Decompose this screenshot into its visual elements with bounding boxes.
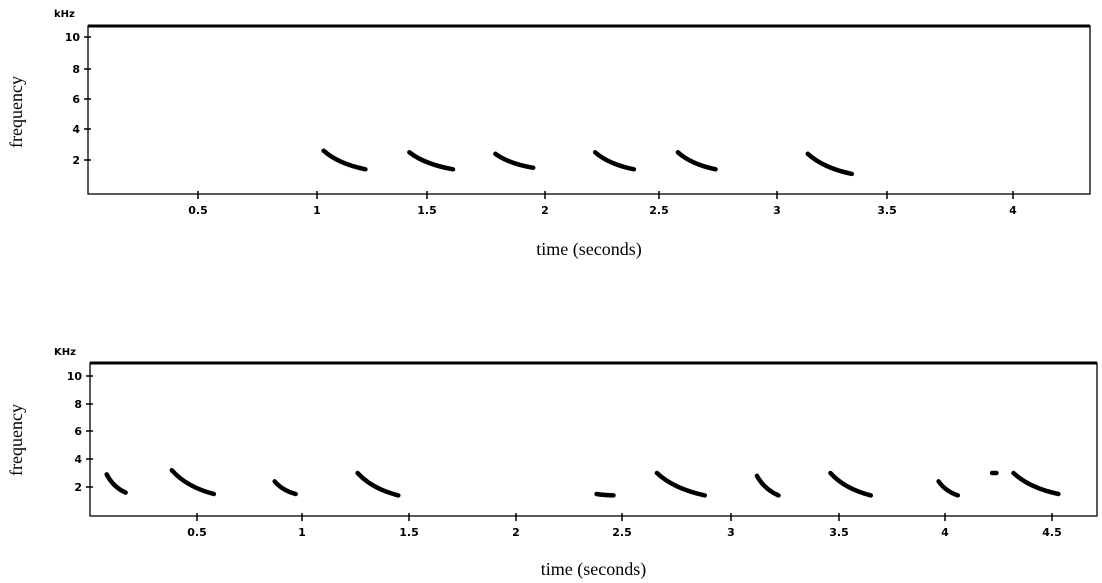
plot-frame	[87, 25, 1091, 195]
x-tick-label: 4.5	[1042, 526, 1062, 539]
song-note	[493, 151, 536, 171]
x-axis-title: time (seconds)	[541, 559, 646, 580]
spectrogram-panel-1: 2 4 6 8 10 kHz 0.5 1 1.5 2 2.5 3 3.5 4 time (seconds) f…	[6, 9, 1091, 260]
x-tick-label: 3	[727, 526, 735, 539]
song-note	[272, 479, 298, 497]
y-axis-title: frequency	[6, 404, 26, 476]
plot-frame	[89, 362, 1098, 517]
x-tick-label: 1.5	[417, 204, 437, 217]
x-tick-label: 1.5	[399, 526, 419, 539]
x-tick-label: 2	[512, 526, 520, 539]
x-tick-label: 2.5	[649, 204, 669, 217]
song-note	[321, 148, 368, 172]
x-axis-title: time (seconds)	[536, 239, 641, 260]
x-tick-label: 3.5	[877, 204, 897, 217]
song-note	[169, 467, 217, 497]
y-tick-label: 4	[74, 453, 82, 466]
x-tick-label: 1	[313, 204, 321, 217]
x-tick-label: 3.5	[829, 526, 849, 539]
song-note	[1011, 470, 1061, 497]
x-tick-label: 2	[541, 204, 549, 217]
x-tick-label: 3	[773, 204, 781, 217]
x-tick-label: 4	[941, 526, 949, 539]
y-tick-label: 10	[65, 31, 81, 44]
song-note	[654, 470, 708, 498]
y-tick-label: 2	[72, 154, 80, 167]
song-note	[936, 479, 961, 498]
x-tick-label: 2.5	[612, 526, 632, 539]
x-tick-label: 0.5	[188, 204, 208, 217]
y-tick-label: 8	[72, 63, 80, 76]
song-note	[754, 473, 781, 498]
y-tick-label: 8	[74, 398, 82, 411]
song-note	[592, 150, 637, 172]
y-tick-label: 2	[74, 481, 82, 494]
y-tick-label: 6	[72, 93, 80, 106]
y-unit-label: kHz	[54, 9, 75, 20]
x-tick-label: 4	[1009, 204, 1017, 217]
spectrogram-panel-2: 2 4 6 8 10 KHz 0.5 1 1.5 2 2.5 3 3.5 4 4.5 time (second…	[6, 347, 1098, 580]
x-tick-label: 0.5	[187, 526, 207, 539]
song-note	[675, 150, 718, 172]
y-tick-label: 10	[67, 370, 83, 383]
x-tick-label: 1	[298, 526, 306, 539]
y-tick-label: 4	[72, 123, 80, 136]
song-note	[805, 151, 855, 177]
y-tick-label: 6	[74, 425, 82, 438]
y-axis-title: frequency	[6, 76, 26, 148]
song-note	[828, 470, 874, 498]
song-note	[104, 472, 128, 495]
song-note	[594, 491, 616, 498]
song-note	[407, 150, 456, 172]
song-note	[355, 470, 401, 498]
y-unit-label: KHz	[54, 347, 76, 358]
